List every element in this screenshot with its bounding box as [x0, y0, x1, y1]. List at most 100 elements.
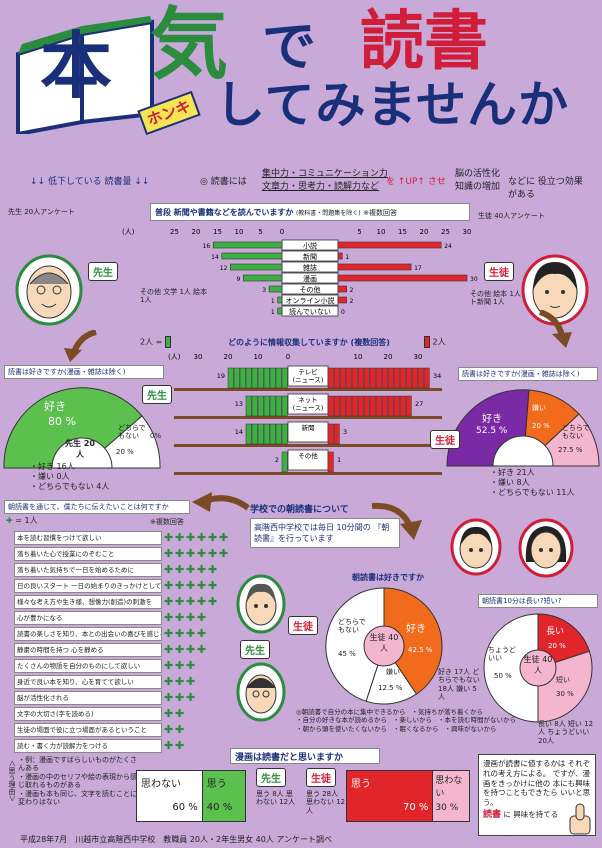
person-icon: ✚ — [186, 562, 196, 576]
chart2-tick-left: 0 — [286, 353, 290, 361]
chart1-bar-teacher — [277, 296, 283, 304]
student-badge: 生徒 — [484, 262, 514, 281]
pie-morning-like-dislike-pct: 12.5 % — [378, 684, 403, 692]
person-icon: ✚ — [186, 626, 196, 640]
manga-teacher-stats: 思う 8人 思わない 12人 — [256, 790, 296, 807]
pie-teacher-stats: ・好き 16人 ・嫌い 0人 ・どちらでもない 4人 — [30, 462, 160, 492]
chart1-tick-left: 0 — [280, 228, 284, 236]
manga-reason2: ・漫画の中のセリフや絵の表現から感じ取れるものがある — [18, 772, 137, 790]
chart2-book-teacher — [263, 367, 270, 389]
chart2-book-teacher — [275, 395, 282, 417]
person-icon: ✚ — [175, 658, 185, 672]
pie-student-like: 好き — [482, 414, 502, 425]
chart1-bar-student — [337, 296, 347, 304]
chart1-category-label: 雑誌 — [303, 263, 317, 272]
pie-teacher-stat2: ・嫌い 0人 — [30, 472, 70, 481]
person-icon: ✚ — [164, 674, 174, 688]
chart1-value-student: 17 — [414, 265, 422, 272]
survey1-note: (教科書・問題集を除く) — [295, 210, 361, 217]
morning-multi: ※複数回答 — [150, 518, 184, 526]
person-icon: ✚ — [164, 594, 174, 608]
chart1-unit: (人) — [122, 228, 135, 236]
chart1-value-student: 1 — [345, 254, 349, 261]
person-icon: ✚ — [197, 530, 207, 544]
intro-part4: 脳の活性化 — [455, 169, 501, 179]
manga-reason1: ・例：漫画ですばらしいものがたくさんある — [18, 756, 137, 773]
person-icon: ✚ — [175, 562, 185, 576]
chart1-tick-right: 5 — [357, 228, 361, 236]
person-icon: ✚ — [197, 578, 207, 592]
chart2-book-student — [345, 367, 352, 389]
morning-about: 学校での朝読書について — [250, 505, 349, 515]
chart1-category-label: 読んでいない — [289, 307, 331, 316]
chart2-book-student — [327, 367, 334, 389]
pie-student-stat1: ・好き 21人 — [490, 468, 535, 477]
person-icon: ✚ — [208, 546, 218, 560]
pie-teacher-badge: 先生 — [142, 385, 172, 404]
chart2-value-teacher: 2 — [275, 456, 279, 464]
chart2-book-student — [333, 423, 340, 445]
morning-banner-text: 高階西中学校では毎日 10分間の 『朝読書』を行っています — [254, 523, 390, 543]
chart2-book-teacher — [269, 367, 276, 389]
student-girl-icon — [518, 518, 574, 578]
chart2-value-teacher: 14 — [235, 428, 243, 436]
chart2-book-student — [399, 395, 406, 417]
survey2-legend-student: 2人 — [432, 337, 446, 347]
manga-teacher-yes-pct: 40 % — [206, 802, 233, 813]
morning-item-row: 心が豊かになる ✚ ✚ ✚ ✚ — [14, 610, 236, 625]
chart2-category-label: (ニュース) — [293, 404, 324, 412]
chart1-bar-student — [337, 241, 442, 249]
chart1-bar-student — [337, 274, 468, 282]
morning-item-label: 読む・書く力が読解力をつける — [14, 738, 162, 753]
morning-item-count: ✚ ✚ ✚ ✚ ✚ ✚ — [164, 530, 230, 544]
chart1-category-label: 新聞 — [303, 252, 317, 261]
chart2-tick-left: 10 — [254, 353, 263, 361]
person-icon: ✚ — [164, 738, 174, 752]
person-icon: ✚ — [186, 530, 196, 544]
morning-item-label: 静粛の時間を持つ 心を静める — [14, 642, 162, 657]
morning-item-row: 読書の楽しさを知り、本との出会いの喜びを感じる ✚ ✚ ✚ ✚ — [14, 626, 236, 641]
chart1-category-label: その他 — [300, 285, 321, 294]
survey2-legend: 2人 = — [140, 336, 171, 348]
manga-teacher-no-label: 思わない — [141, 779, 181, 790]
survey2-legend-right: 2人 — [424, 336, 446, 348]
chart2-value-student: 3 — [343, 428, 347, 436]
pie-morning-like — [325, 587, 443, 705]
pie-teacher-like: 好き — [44, 400, 66, 413]
person-icon: ✚ — [175, 594, 185, 608]
pie-morning-len-long: 長い — [546, 627, 565, 637]
reason-item: ・本を読む時間がないから — [438, 716, 516, 725]
person-icon: ✚ — [175, 722, 185, 736]
morning-legend: ✚ = 1人 — [6, 516, 38, 526]
morning-item-row: 脳が活性化される ✚ ✚ ✚ — [14, 690, 236, 705]
person-icon: ✚ — [175, 530, 185, 544]
person-icon: ✚ — [197, 626, 207, 640]
chart2-book-student — [363, 367, 370, 389]
chart2-book-student — [399, 367, 406, 389]
person-icon: ✚ — [164, 578, 174, 592]
reason-item: ・朝から頭を使いたくないから — [296, 724, 387, 733]
pie-student-badge: 生徒 — [430, 430, 460, 449]
person-icon: ✚ — [186, 578, 196, 592]
person-icon: ✚ — [175, 690, 185, 704]
pie-morning-like-neutral-pct: 45 % — [338, 650, 356, 658]
intro-part3: を ↑UP↑ させ — [386, 177, 446, 187]
morning-item-row: 落ち着いた心で授業にのぞむこと ✚ ✚ ✚ ✚ ✚ ✚ — [14, 546, 236, 561]
pie-student-neutral-pct: 27.5 % — [558, 446, 583, 454]
pie-morning-len-short-pct: 30 % — [556, 690, 574, 698]
chart2-book-teacher — [269, 423, 276, 445]
morning-item-row: 日の良いスタート 一日の始まりのきっかけとして ✚ ✚ ✚ ✚ ✚ — [14, 578, 236, 593]
legend-person-icon: ✚ — [6, 516, 13, 525]
morning-item-count: ✚ ✚ ✚ ✚ ✚ — [164, 594, 219, 608]
manga-student-stats: 思う 28人 思わない 12人 — [306, 790, 346, 815]
chart2-value-student: 34 — [433, 372, 441, 380]
person-icon: ✚ — [208, 578, 218, 592]
teacher-woman-icon — [236, 574, 286, 634]
survey1-multi: ※複数回答 — [363, 209, 398, 217]
person-icon: ✚ — [164, 562, 174, 576]
chart2-book-teacher — [233, 367, 240, 389]
person-icon: ✚ — [197, 642, 207, 656]
intro-part5: 知識の増加 — [455, 182, 501, 192]
person-icon: ✚ — [175, 626, 185, 640]
chart1-bar-teacher — [277, 307, 283, 315]
